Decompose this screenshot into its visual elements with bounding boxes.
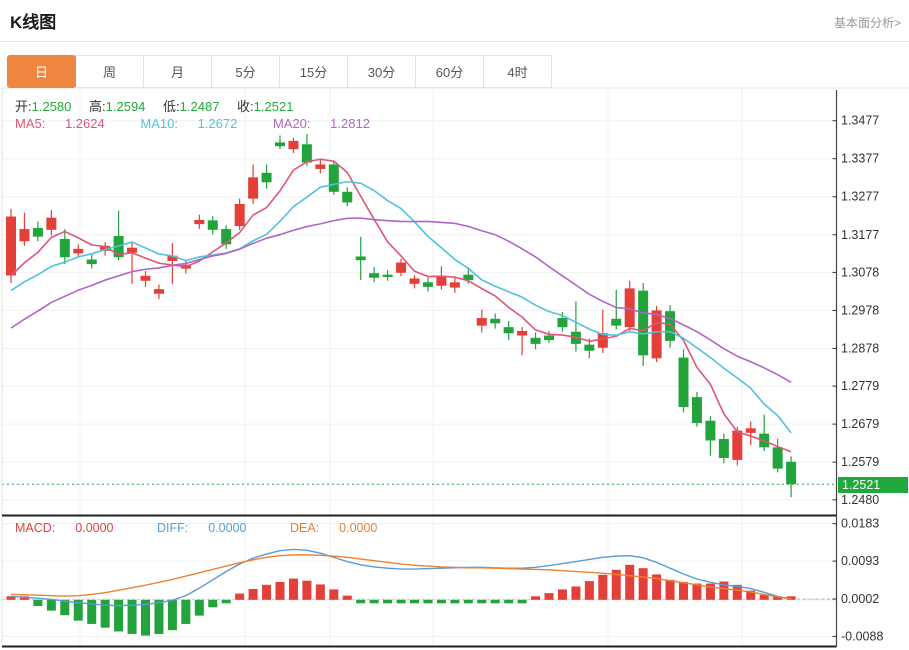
close-label: 收:	[237, 99, 254, 114]
diff-line	[10, 548, 792, 607]
macd-readout: MACD: 0.0000 DIFF: 0.0000 DEA: 0.0000	[15, 521, 417, 535]
high-label: 高:	[89, 99, 106, 114]
svg-text:1.3177: 1.3177	[841, 228, 879, 242]
tab-month[interactable]: 月	[143, 55, 212, 88]
open-label: 开:	[15, 99, 32, 114]
header-divider	[0, 41, 909, 42]
svg-text:1.3277: 1.3277	[841, 190, 879, 204]
svg-text:0.0002: 0.0002	[841, 592, 879, 606]
axis-layer: 1.3477 1.3377 1.3277 1.3177 1.3078 1.2978 1.28…	[1, 87, 909, 648]
svg-text:1.2579: 1.2579	[841, 455, 879, 469]
dea-value-readout: DEA: 0.0000	[289, 521, 378, 535]
diff-value-readout: DIFF: 0.0000	[157, 521, 247, 535]
current-price-badge: 1.2521	[838, 477, 908, 493]
low-value: 1.2487	[179, 99, 220, 114]
macd-value-readout: MACD: 0.0000	[15, 521, 114, 535]
svg-text:1.2480: 1.2480	[841, 493, 879, 507]
svg-text:1.2779: 1.2779	[841, 379, 879, 393]
ma10-line	[10, 180, 792, 434]
ma20-readout: MA20: 1.2812	[272, 116, 370, 131]
ma10-readout: MA10: 1.2672	[140, 116, 238, 131]
close-value: 1.2521	[253, 99, 294, 114]
svg-text:1.3078: 1.3078	[841, 265, 879, 279]
svg-text:0.0093: 0.0093	[841, 554, 879, 568]
svg-text:1.2978: 1.2978	[841, 303, 879, 317]
svg-text:0.0183: 0.0183	[841, 517, 879, 531]
candles-layer	[6, 134, 797, 498]
tab-15min[interactable]: 15分	[279, 55, 348, 88]
tab-60min[interactable]: 60分	[415, 55, 484, 88]
svg-text:1.2679: 1.2679	[841, 417, 879, 431]
ma20-line	[10, 217, 792, 384]
interval-tabbar: 日周月 5分 15分 30分 60分 4时	[7, 55, 552, 88]
ma-readout: MA5: 1.2624 MA10: 1.2672 MA20: 1.2812	[15, 116, 402, 131]
macd-layer	[6, 548, 837, 636]
page-title: K线图	[10, 13, 57, 32]
svg-text:1.2878: 1.2878	[841, 341, 879, 355]
open-value: 1.2580	[31, 99, 72, 114]
ma5-readout: MA5: 1.2624	[15, 116, 105, 131]
tab-day[interactable]: 日	[7, 55, 76, 88]
low-label: 低:	[163, 99, 180, 114]
high-value: 1.2594	[105, 99, 146, 114]
ma5-line	[10, 158, 792, 453]
grid-layer	[2, 88, 837, 647]
svg-text:1.3377: 1.3377	[841, 152, 879, 166]
tab-5min[interactable]: 5分	[211, 55, 280, 88]
dea-line	[10, 554, 792, 600]
ma-lines-layer	[10, 158, 792, 453]
tab-30min[interactable]: 30分	[347, 55, 416, 88]
ohlc-readout: 开:1.2580 高:1.2594 低:1.2487 收:1.2521	[15, 96, 307, 115]
fundamental-analysis-link[interactable]: 基本面分析>	[833, 16, 901, 30]
svg-text:-0.0088: -0.0088	[841, 629, 883, 643]
svg-text:1.3477: 1.3477	[841, 114, 879, 128]
